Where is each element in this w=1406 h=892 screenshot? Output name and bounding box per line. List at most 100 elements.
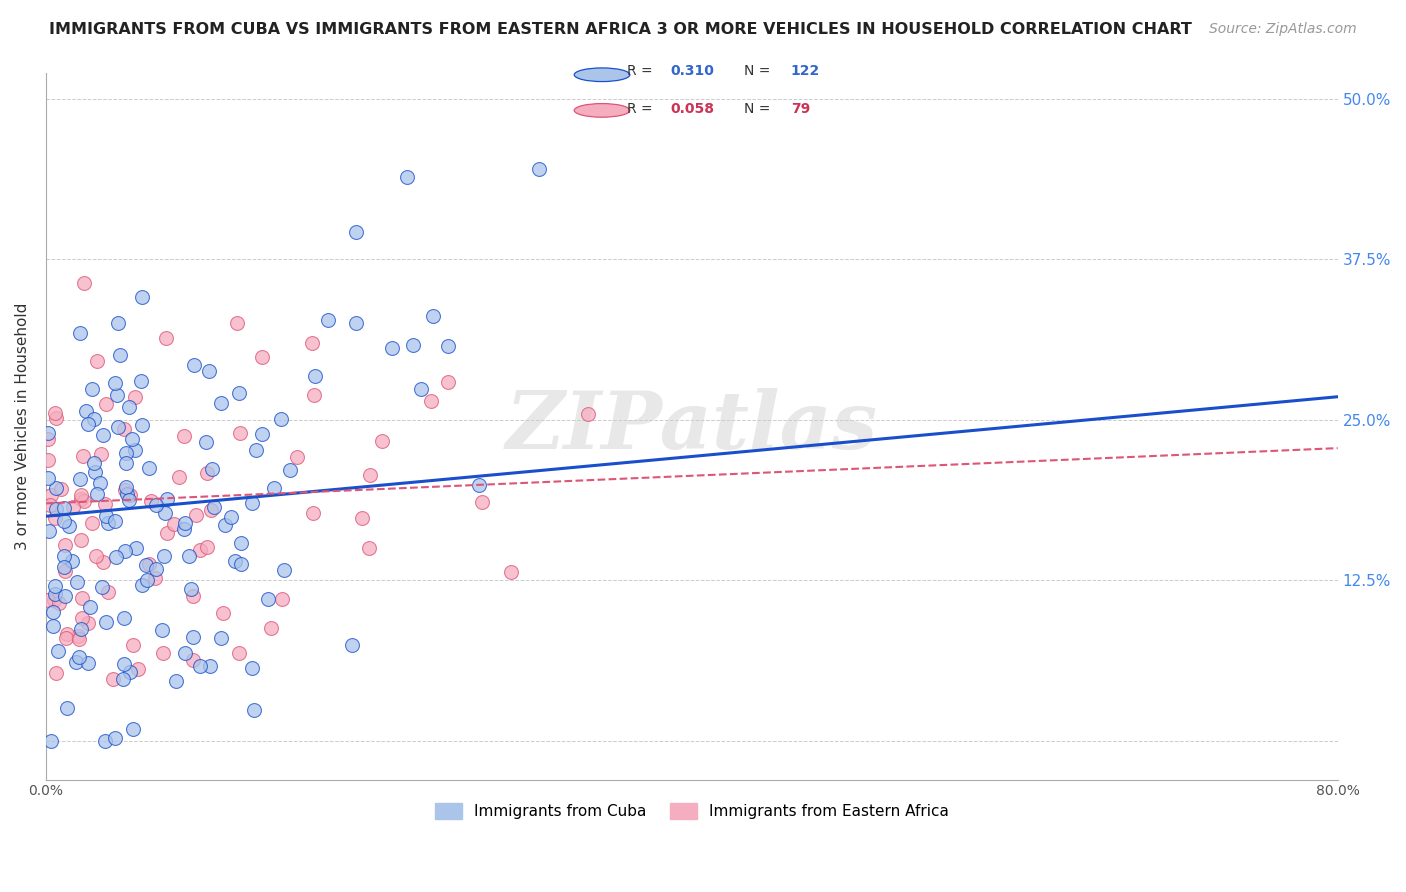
Point [194,434,217,449]
Point [273,563,295,577]
Point [114,483,136,497]
Text: IMMIGRANTS FROM CUBA VS IMMIGRANTS FROM EASTERN AFRICA 3 OR MORE VEHICLES IN HOU: IMMIGRANTS FROM CUBA VS IMMIGRANTS FROM … [49,22,1192,37]
Point [139,494,162,508]
Point [437,375,460,389]
Point [121,432,143,446]
Point [402,338,425,352]
Point [70,488,93,502]
Point [53,560,76,574]
Point [209,631,232,645]
Point [53,538,76,552]
Point [173,646,195,660]
Point [101,672,124,686]
Point [49,482,72,496]
Point [60,554,83,568]
Point [48,644,70,658]
Point [278,463,301,477]
Circle shape [574,68,630,81]
Point [177,549,200,564]
Point [350,511,373,525]
Point [118,493,141,508]
Point [135,573,157,587]
Point [371,434,394,448]
Point [42,619,65,633]
Point [304,368,326,383]
Point [127,662,149,676]
Point [153,549,176,564]
Point [67,632,90,647]
Point [576,407,599,421]
Point [173,522,195,536]
Point [114,544,136,558]
Point [257,591,280,606]
Point [231,535,253,549]
Point [75,403,97,417]
Circle shape [574,103,630,117]
Point [67,649,90,664]
Point [138,557,160,571]
Point [105,388,128,402]
Point [228,385,250,400]
Point [181,653,204,667]
Point [198,363,221,377]
Point [42,605,65,619]
Point [37,471,59,485]
Point [173,429,195,443]
Point [471,494,494,508]
Point [270,412,292,426]
Point [156,492,179,507]
Point [135,558,157,572]
Point [120,488,142,502]
Point [83,456,105,470]
Point [76,656,98,670]
Point [184,508,207,523]
Point [122,638,145,652]
Point [131,577,153,591]
Point [55,700,77,714]
Point [198,659,221,673]
Point [229,557,252,571]
Point [97,585,120,599]
Point [259,621,281,635]
Point [70,492,93,507]
Point [245,442,267,457]
Point [45,502,67,516]
Point [359,468,381,483]
Point [344,225,367,239]
Text: N =: N = [744,64,770,78]
Point [44,511,66,525]
Point [131,417,153,432]
Point [82,383,104,397]
Point [437,339,460,353]
Point [252,427,274,442]
Point [39,488,62,502]
Point [66,574,89,589]
Point [174,516,197,530]
Point [94,615,117,629]
Point [79,599,101,614]
Point [115,456,138,470]
Point [195,467,218,481]
Point [76,615,98,630]
Point [167,470,190,484]
Point [263,481,285,495]
Point [240,661,263,675]
Point [91,555,114,569]
Point [117,487,139,501]
Point [145,498,167,512]
Point [93,497,115,511]
Point [107,420,129,434]
Point [48,595,70,609]
Point [45,665,67,680]
Point [381,341,404,355]
Point [55,632,77,646]
Point [112,610,135,624]
Point [243,703,266,717]
Point [58,518,80,533]
Point [96,397,118,411]
Point [285,450,308,465]
Point [69,533,91,548]
Point [114,480,136,494]
Point [131,290,153,304]
Text: N =: N = [744,102,770,116]
